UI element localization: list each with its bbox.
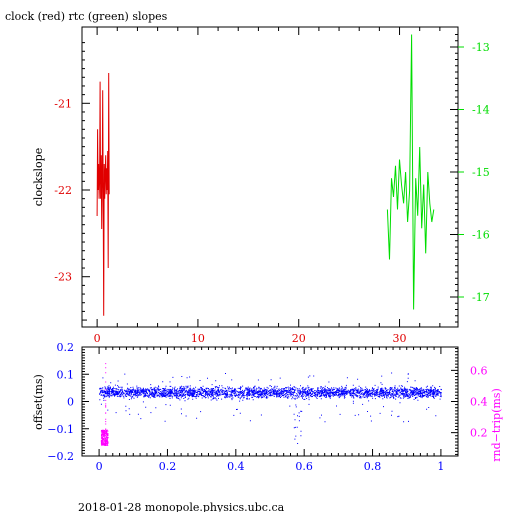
offset-axis-ticks: 0 0.2 0.4 0.6 0.8 1 0.2 0.1 0 −0.1 −0.2 0.6 0.4 0.2	[47, 341, 487, 473]
slopes-panel: clockslope 0 10 20 30 -21 -22 -23 -13 -14 -15 -16 -…	[32, 26, 490, 345]
rtc-slope-line	[386, 34, 435, 310]
offset-x-tick-label: 0.4	[227, 460, 245, 473]
rnd-trip-y-tick-label: 0.2	[470, 427, 488, 440]
offset-y-tick-label: −0.2	[47, 450, 74, 463]
slopes-y-tick-label: -22	[54, 184, 72, 197]
slopes-y2-tick-label: -17	[472, 291, 490, 304]
rnd-trip-y-axis-label: rnd−trip(ms)	[490, 388, 503, 462]
rnd-trip-y-tick-label: 0.4	[470, 396, 488, 409]
offset-y-tick-label: 0	[67, 396, 74, 409]
slopes-y2-tick-label: -16	[472, 229, 490, 242]
rnd-trip-y-tick-label: 0.6	[470, 364, 488, 377]
offset-y-axis-label: offset(ms)	[32, 374, 45, 430]
footer-text: 2018-01-28 monopole.physics.ubc.ca	[78, 501, 285, 512]
offset-y-tick-label: 0.1	[57, 368, 75, 381]
slopes-axis-ticks: 0 10 20 30 -21 -22 -23 -13 -14 -15 -16 -17	[54, 27, 490, 345]
slopes-y-tick-label: -23	[54, 271, 72, 284]
offset-plot-frame	[81, 346, 459, 457]
slopes-y-axis-label: clockslope	[32, 148, 45, 206]
slopes-x-tick-label: 30	[393, 332, 407, 345]
slopes-series	[96, 34, 435, 316]
offset-x-tick-label: 1	[437, 460, 444, 473]
chart-title: clock (red) rtc (green) slopes	[5, 10, 168, 23]
offset-x-tick-label: 0.2	[159, 460, 177, 473]
offset-x-tick-label: 0.8	[364, 460, 382, 473]
offset-x-tick-label: 0	[96, 460, 103, 473]
slopes-y2-tick-label: -13	[472, 41, 490, 54]
offset-y-tick-label: −0.1	[47, 423, 74, 436]
slopes-x-tick-label: 0	[94, 332, 101, 345]
slopes-y2-tick-label: -14	[472, 104, 490, 117]
slopes-x-tick-label: 20	[292, 332, 306, 345]
slopes-y-tick-label: -21	[54, 97, 72, 110]
clock-slope-line	[96, 72, 110, 316]
offset-x-tick-label: 0.6	[295, 460, 313, 473]
offset-y-tick-label: 0.2	[57, 341, 75, 354]
slopes-plot-frame	[81, 26, 459, 328]
slopes-y2-tick-label: -15	[472, 166, 490, 179]
offset-points	[99, 372, 442, 444]
rnd-trip-points	[100, 363, 109, 446]
offset-panel: offset(ms) rnd−trip(ms) 0 0.2 0.4 0.6 0.8 1 0.…	[32, 341, 503, 473]
offset-series	[99, 363, 442, 446]
slopes-x-tick-label: 10	[191, 332, 205, 345]
